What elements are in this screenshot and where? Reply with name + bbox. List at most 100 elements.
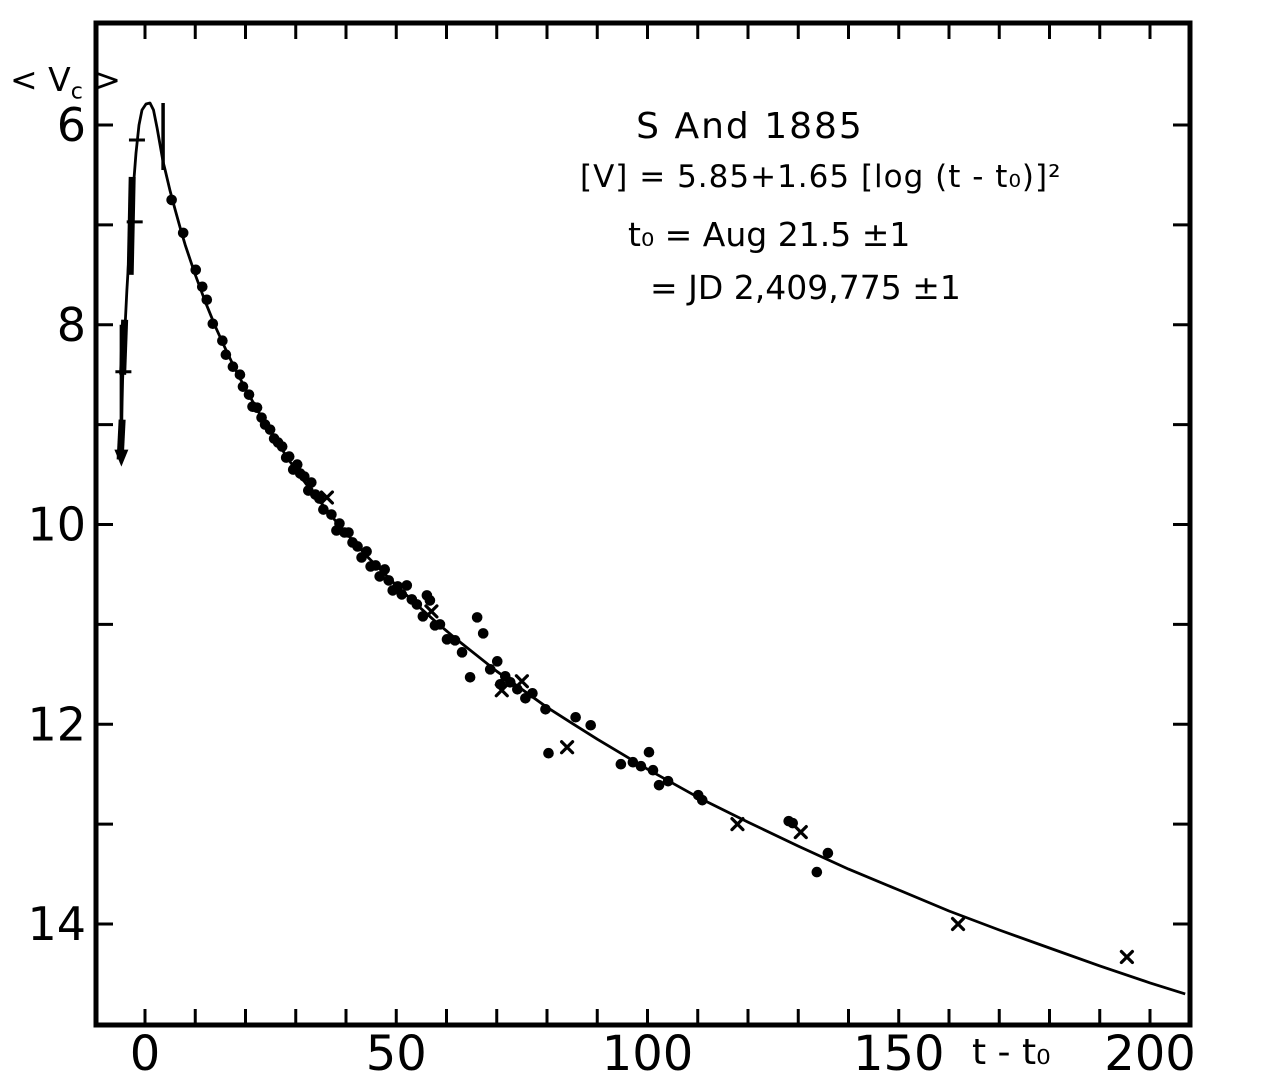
y-tick-label: 8: [57, 298, 86, 352]
data-point-dot: [822, 847, 834, 859]
data-point-dot: [196, 281, 208, 293]
data-point-dot: [334, 518, 345, 529]
data-point-cross: [559, 740, 575, 755]
y-tick-label: 12: [27, 697, 86, 751]
data-point-cross: [950, 916, 966, 932]
y-tick-label: 14: [27, 897, 86, 951]
data-point-dot: [449, 635, 461, 646]
data-point-dot: [396, 589, 408, 600]
data-point-dot: [417, 611, 429, 622]
data-point-dot: [662, 775, 674, 787]
annotation-equation: [V] = 5.85+1.65 [log (t - t₀)]²: [580, 159, 1062, 195]
x-tick-label: 150: [853, 1026, 945, 1076]
data-point-cross: [424, 604, 439, 619]
x-axis-title: t - t₀: [972, 1032, 1051, 1073]
data-point-dot: [352, 541, 363, 552]
y-axis-title: < Vc >: [10, 60, 121, 105]
data-point-cross: [319, 490, 335, 505]
data-point-dot: [424, 595, 436, 606]
y-axis-title-pre: < V: [10, 60, 71, 99]
data-point-dot: [217, 335, 228, 347]
data-point-dot: [201, 294, 213, 306]
rise-observation-segment: [119, 319, 129, 375]
data-point-cross: [1119, 949, 1134, 965]
data-point-cross: [494, 683, 509, 698]
data-point-dot: [361, 546, 372, 557]
pre-max-marks: [114, 103, 165, 467]
x-axis-ticks: [143, 24, 1152, 1024]
data-point-dot: [471, 612, 483, 623]
data-point-dot: [653, 779, 665, 791]
data-point-dot: [207, 318, 219, 330]
data-point-dot: [392, 581, 404, 592]
dot-markers: [166, 194, 834, 878]
y-tick-label: 10: [27, 498, 86, 552]
data-point-dot: [456, 647, 468, 658]
data-point-dot: [527, 687, 538, 699]
x-tick-label: 0: [130, 1026, 161, 1076]
data-point-dot: [512, 683, 523, 695]
cross-markers: [319, 490, 1134, 965]
data-point-cross: [730, 817, 745, 832]
data-point-dot: [326, 509, 337, 520]
data-point-dot: [543, 747, 554, 759]
data-point-dot: [643, 746, 655, 758]
data-point-dot: [177, 227, 189, 239]
data-point-dot: [276, 441, 288, 452]
y-axis-title-post: >: [82, 60, 121, 99]
data-point-dot: [318, 504, 329, 515]
x-tick-label: 200: [1104, 1026, 1196, 1076]
y-axis-ticks: [97, 123, 1189, 926]
rise-observation-segment: [126, 176, 136, 275]
data-point-dot: [234, 369, 246, 380]
data-point-dot: [615, 758, 627, 770]
data-point-dot: [635, 760, 647, 772]
data-point-dot: [291, 459, 303, 470]
rise-observation-segment: [116, 419, 126, 460]
data-point-dot: [811, 866, 823, 878]
annotation-block: S And 1885 [V] = 5.85+1.65 [log (t - t₀)…: [580, 106, 1062, 307]
data-point-dot: [243, 389, 255, 400]
data-point-dot: [540, 703, 551, 715]
data-point-dot: [251, 402, 263, 413]
data-point-dot: [306, 477, 317, 488]
axes-frame: [93, 20, 1193, 1028]
data-point-dot: [379, 564, 390, 575]
annotation-t0-jd: = JD 2,409,775 ±1: [650, 268, 961, 307]
data-point-dot: [237, 381, 249, 392]
data-point-dot: [264, 424, 276, 435]
data-point-dot: [696, 794, 708, 806]
data-point-dot: [343, 527, 354, 538]
data-point-dot: [484, 664, 496, 675]
x-tick-label: 50: [366, 1026, 427, 1076]
data-point-dot: [283, 451, 295, 462]
data-point-cross: [793, 825, 808, 840]
data-point-dot: [627, 756, 639, 768]
data-point-dot: [570, 711, 581, 723]
data-point-dot: [585, 719, 597, 731]
data-point-dot: [166, 194, 177, 206]
annotation-t0-date: t₀ = Aug 21.5 ±1: [628, 215, 911, 254]
annotation-title: S And 1885: [636, 106, 864, 147]
data-point-dot: [464, 672, 476, 683]
data-point-dot: [647, 764, 659, 776]
data-point-dot: [370, 560, 381, 571]
data-point-dot: [434, 619, 446, 630]
data-point-dot: [298, 471, 310, 482]
data-point-dot: [227, 361, 239, 372]
y-tick-label: 6: [57, 98, 86, 152]
data-point-dot: [491, 656, 503, 667]
data-point-dot: [190, 264, 202, 276]
data-point-dot: [220, 349, 232, 361]
data-point-dot: [401, 580, 413, 591]
y-axis-title-sub: c: [70, 79, 83, 105]
x-axis-tick-labels: 0 50 100 150 200: [130, 1026, 1196, 1076]
data-point-dot: [477, 628, 489, 639]
data-point-dot: [411, 599, 423, 610]
data-point-dot: [383, 575, 395, 586]
y-axis-tick-labels: 6 8 10 12 14: [27, 98, 86, 951]
data-point-dot: [441, 634, 453, 645]
x-tick-label: 100: [602, 1026, 694, 1076]
